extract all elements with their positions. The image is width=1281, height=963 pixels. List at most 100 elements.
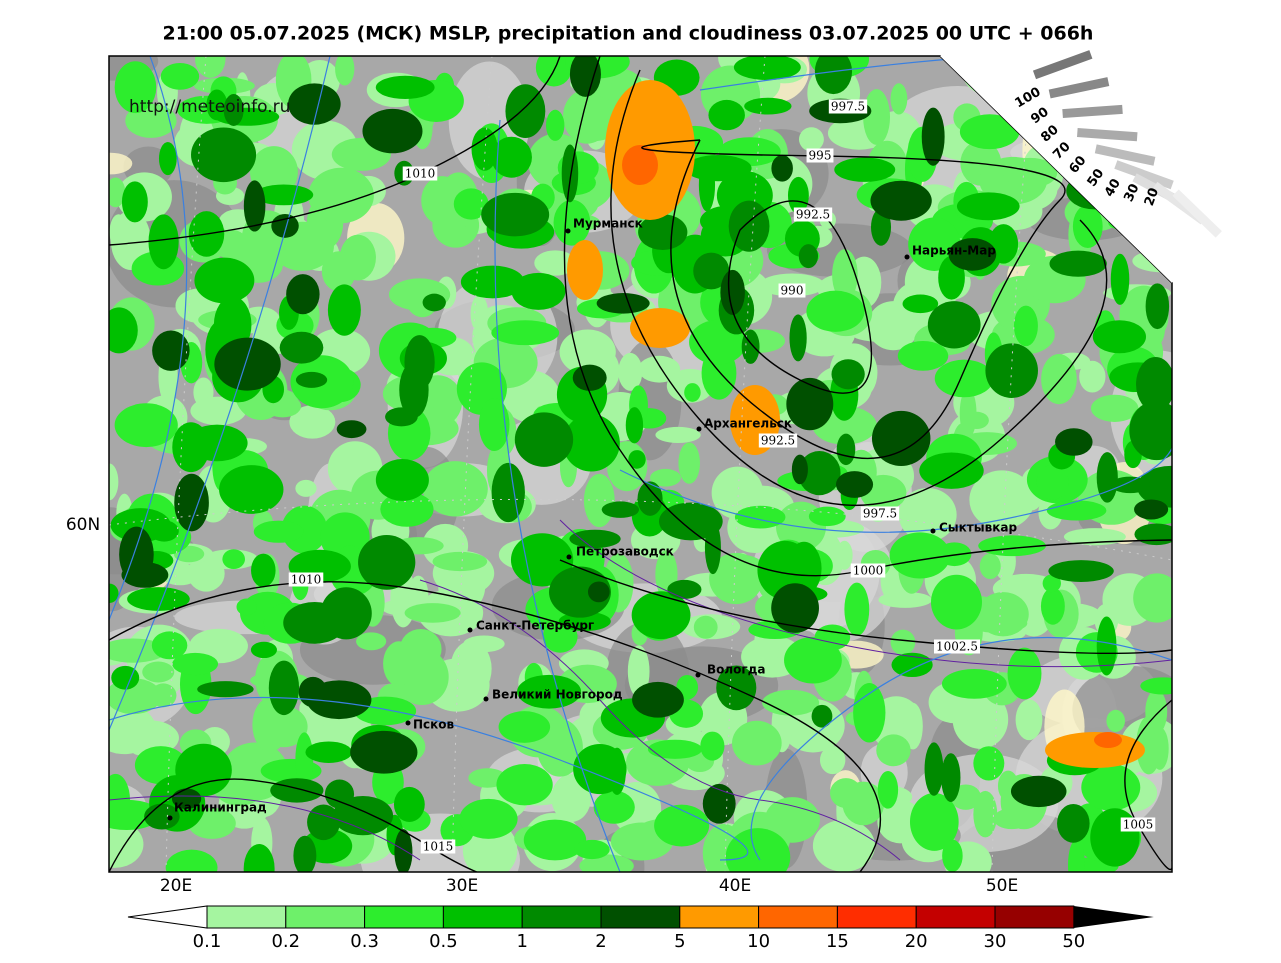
precip-patch bbox=[1036, 464, 1069, 500]
precip-patch bbox=[930, 574, 982, 630]
precip-patch bbox=[693, 615, 718, 639]
precip-patch bbox=[393, 786, 425, 822]
city-label: Вологда bbox=[707, 663, 765, 677]
precip-patch bbox=[655, 426, 701, 444]
precip-patch bbox=[988, 224, 1019, 264]
precip-patch bbox=[834, 157, 896, 182]
precip-patch bbox=[1055, 428, 1093, 456]
city-label: Нарьян-Мар bbox=[912, 244, 996, 258]
x-axis-label: 30E bbox=[446, 876, 478, 896]
city-dot bbox=[696, 426, 702, 432]
precip-patch bbox=[877, 799, 924, 844]
precip-patch bbox=[978, 535, 1046, 557]
precip-patch bbox=[271, 213, 299, 238]
precip-patch bbox=[251, 553, 276, 588]
precip-patch bbox=[771, 154, 793, 182]
precip-patch bbox=[702, 783, 736, 824]
isobar-label: 1000 bbox=[853, 564, 884, 578]
precip-patch bbox=[121, 562, 169, 588]
city-dot bbox=[467, 627, 473, 633]
precip-patch bbox=[350, 730, 418, 774]
precip-patch bbox=[160, 62, 200, 90]
precip-patch bbox=[835, 471, 874, 498]
precip-patch bbox=[481, 192, 550, 237]
precip-patch bbox=[798, 127, 824, 152]
precip-patch bbox=[281, 505, 328, 554]
precip-patch bbox=[308, 167, 374, 224]
precip-patch bbox=[324, 779, 355, 809]
precip-patch bbox=[574, 839, 610, 860]
precip-patch bbox=[421, 176, 464, 225]
isobar-label: 997.5 bbox=[831, 100, 865, 114]
precip-patch bbox=[111, 665, 140, 690]
isobar bbox=[109, 581, 882, 872]
precip-patch bbox=[572, 364, 607, 391]
isobar-label-box bbox=[1120, 817, 1156, 832]
precip-patch bbox=[127, 587, 190, 611]
precip-patch bbox=[422, 293, 446, 312]
precip-patch bbox=[959, 114, 1020, 150]
precip-patch bbox=[919, 452, 984, 489]
isobar bbox=[109, 778, 561, 872]
legend-tick-label: 5 bbox=[674, 931, 685, 952]
precip-patch bbox=[109, 307, 138, 354]
city-label: Великий Новгород bbox=[492, 688, 623, 702]
precip-patch bbox=[289, 405, 336, 439]
precip-patch bbox=[870, 180, 932, 221]
precip-patch bbox=[1129, 400, 1172, 461]
precip-patch bbox=[1145, 283, 1170, 330]
precip-patch bbox=[517, 674, 582, 709]
legend-tick-label: 0.3 bbox=[350, 931, 379, 952]
precip-patch bbox=[924, 742, 944, 796]
precip-patch bbox=[806, 290, 865, 332]
precip-patch bbox=[511, 272, 566, 310]
precip-patch bbox=[404, 603, 461, 623]
legend-tick-label: 30 bbox=[984, 931, 1007, 952]
city-label: Мурманск bbox=[573, 217, 643, 231]
precip-patch bbox=[596, 293, 650, 314]
precip-patch bbox=[562, 414, 620, 472]
precip-patch bbox=[470, 294, 489, 333]
city-label: Сыктывкар bbox=[939, 521, 1017, 535]
heavy-precip bbox=[630, 308, 690, 348]
precip-patch bbox=[253, 520, 304, 543]
precip-patch bbox=[878, 591, 933, 608]
precip-patch bbox=[650, 468, 681, 487]
legend-low bbox=[127, 905, 208, 929]
precip-patch bbox=[1010, 775, 1067, 808]
heavy-precip bbox=[622, 145, 658, 185]
precip-patch bbox=[1136, 356, 1172, 412]
precip-patch bbox=[909, 793, 959, 851]
precip-patch bbox=[254, 184, 314, 206]
precip-patch bbox=[608, 747, 626, 795]
isobar-label-box bbox=[806, 148, 834, 163]
meridian bbox=[165, 56, 207, 872]
precip-patch bbox=[260, 706, 308, 748]
precip-patch bbox=[236, 598, 257, 616]
precip-patch bbox=[798, 451, 841, 496]
legend-swatch bbox=[206, 905, 287, 929]
precip-patch bbox=[853, 682, 886, 743]
city-dot bbox=[405, 720, 411, 726]
precip-patch bbox=[941, 753, 961, 802]
precip-patch bbox=[902, 294, 939, 314]
precip-patch bbox=[1046, 500, 1107, 521]
isobar-label: 1005 bbox=[1123, 818, 1154, 832]
precip-patch bbox=[969, 470, 1035, 530]
precip-patch bbox=[587, 581, 610, 603]
precip-patch bbox=[1042, 574, 1061, 593]
precip-patch bbox=[148, 214, 179, 270]
precip-patch bbox=[789, 314, 807, 362]
precip-patch bbox=[561, 144, 579, 203]
precip-patch bbox=[1068, 839, 1085, 872]
border bbox=[109, 519, 1172, 861]
precip-patch bbox=[295, 732, 314, 786]
precip-patch bbox=[1048, 560, 1114, 582]
precip-patch bbox=[151, 631, 188, 660]
legend-tick-label: 10 bbox=[747, 931, 770, 952]
legend-swatch bbox=[600, 905, 681, 929]
cloud-scale-label: 20 bbox=[1142, 186, 1162, 208]
legend-swatch bbox=[442, 905, 523, 929]
isobar-label: 1010 bbox=[291, 573, 322, 587]
